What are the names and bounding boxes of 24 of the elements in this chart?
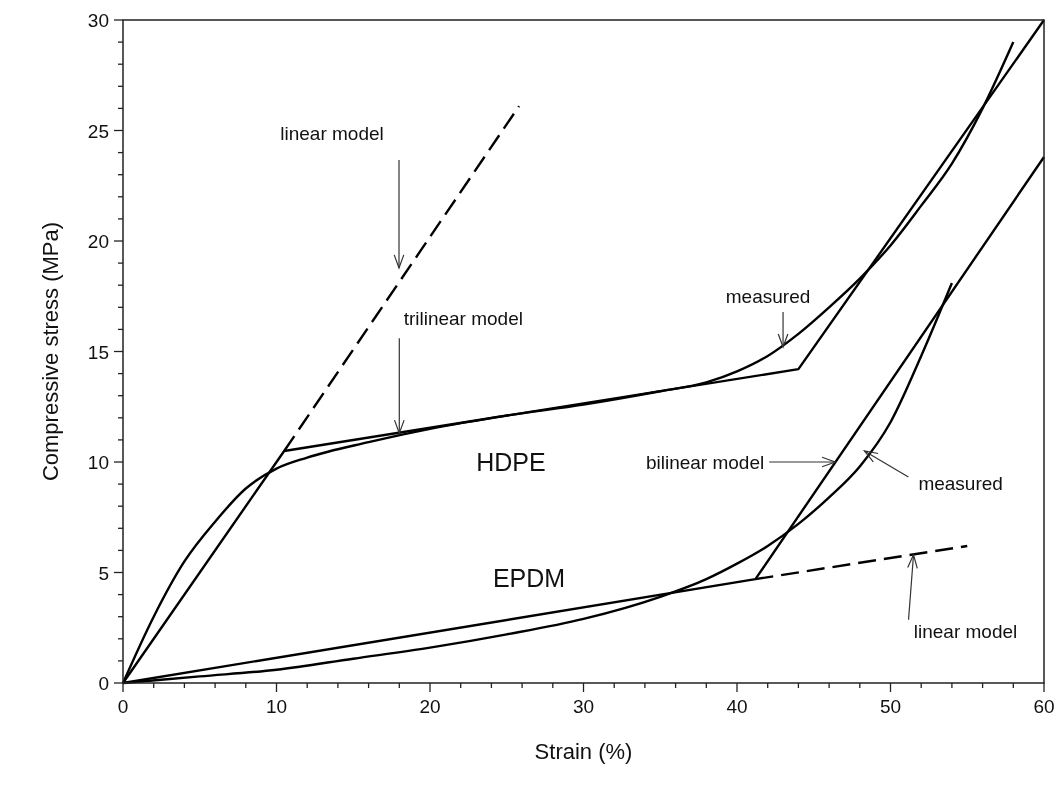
x-tick-label: 50 [879,696,902,717]
y-tick-label: 30 [87,10,109,31]
x-tick-label: 40 [726,696,748,717]
y-tick-label: 15 [87,341,109,363]
annotation: bilinear model [645,452,765,473]
y-tick-label: 10 [87,452,109,473]
annotation: measured [918,472,1003,494]
annotation: trilinear model [403,308,523,330]
x-tick-label: 0 [117,696,129,717]
annotation: linear model [280,123,384,144]
y-tick-label: 5 [98,562,109,584]
x-tick-label: 10 [265,696,288,717]
x-tick-label: 20 [419,696,441,717]
y-tick-label: 20 [87,231,109,252]
x-tick-label: 60 [1033,696,1055,717]
x-tick-label: 30 [572,696,595,717]
annotation: linear model [913,620,1018,642]
x-axis-title: Strain (%) [534,739,633,764]
annotation: measured [725,286,811,308]
annotation: EPDM [492,564,566,592]
y-tick-label: 25 [87,120,109,142]
y-axis-title: Compressive stress (MPa) [38,221,63,482]
y-tick-label: 0 [98,673,109,694]
annotation: HDPE [476,448,546,476]
